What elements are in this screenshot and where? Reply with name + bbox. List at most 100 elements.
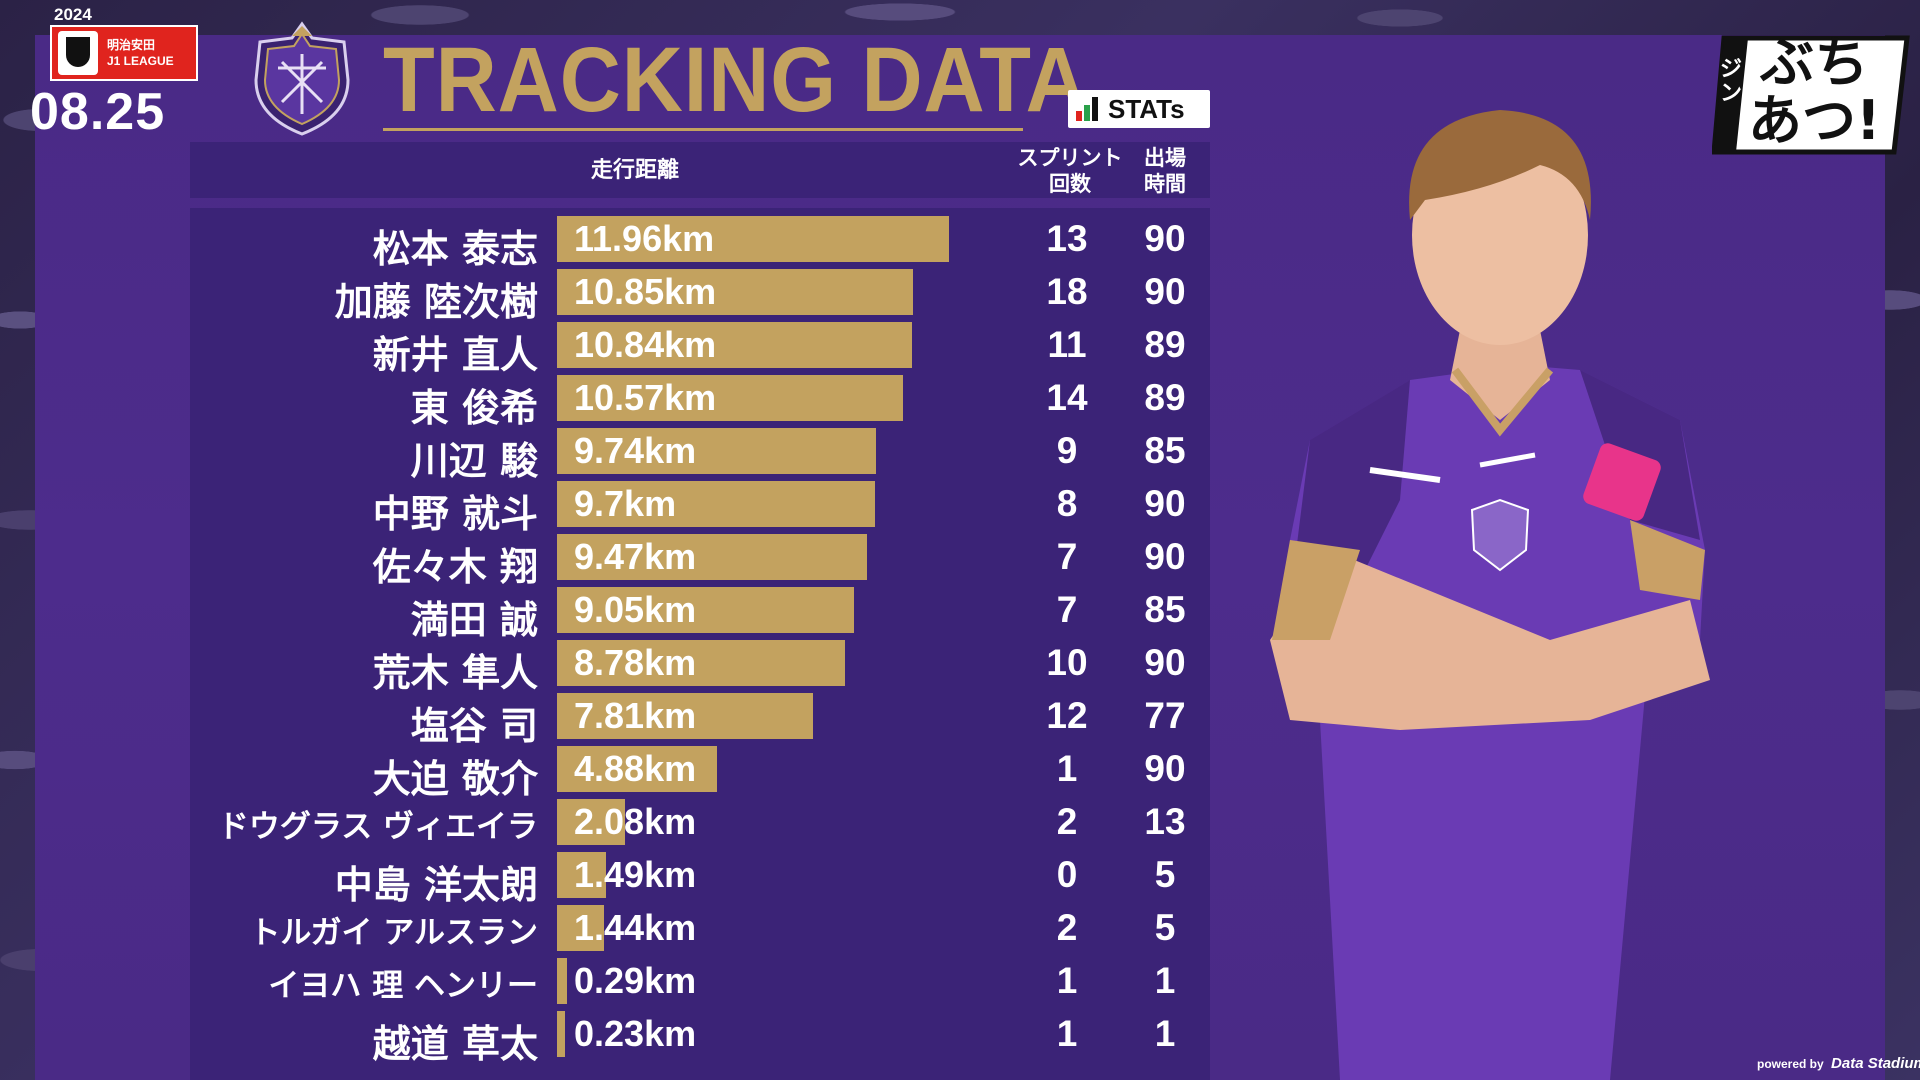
- stats-logo: STATs: [1068, 90, 1210, 128]
- distance-bar: [557, 269, 913, 315]
- distance-bar: [557, 640, 845, 686]
- distance-label: 10.84km: [574, 324, 717, 365]
- player-name: 中島 洋太朗: [334, 863, 538, 907]
- distance-bar: [557, 481, 875, 527]
- player-name: 新井 直人: [372, 333, 538, 377]
- sprint-count: 1: [1056, 1013, 1078, 1054]
- sprint-count: 7: [1056, 589, 1078, 630]
- player-name: イヨハ 理 ヘンリー: [268, 968, 538, 1004]
- distance-label: 10.85km: [574, 271, 717, 312]
- distance-label: 0.29km: [574, 960, 697, 1001]
- player-name: 中野 就斗: [372, 492, 538, 536]
- sprint-count: 10: [1046, 642, 1088, 683]
- player-name: 荒木 隼人: [372, 651, 538, 695]
- minutes-played: 13: [1144, 801, 1186, 842]
- column-header-time-line2: 時間: [1144, 172, 1186, 196]
- title-underline: [383, 128, 1023, 131]
- sprint-count: 2: [1056, 801, 1078, 842]
- player-name: 川辺 駿: [410, 439, 538, 483]
- column-header-sprint-line2: 回数: [1049, 172, 1091, 196]
- distance-label: 4.88km: [574, 748, 697, 789]
- page-title: TRACKING DATA: [383, 29, 1088, 131]
- minutes-played: 1: [1154, 1013, 1176, 1054]
- minutes-played: 85: [1144, 430, 1186, 471]
- player-name: 満田 誠: [410, 598, 538, 642]
- column-header-sprint-line1: スプリント: [1017, 146, 1123, 170]
- sponsor-name: 明治安田: [107, 38, 156, 52]
- sprint-count: 9: [1056, 430, 1078, 471]
- player-name: トルガイ アルスラン: [249, 915, 538, 951]
- distance-bar: [557, 322, 913, 368]
- sprint-count: 7: [1056, 536, 1078, 577]
- sprint-count: 0: [1056, 854, 1078, 895]
- sprint-count: 1: [1056, 748, 1078, 789]
- player-name: 東 俊希: [410, 386, 538, 430]
- column-header-time-line1: 出場: [1144, 146, 1186, 170]
- jleague-badge: 2024 明治安田 J1 LEAGUE: [50, 5, 200, 81]
- distance-label: 9.7km: [574, 483, 677, 524]
- distance-bar: [557, 852, 606, 898]
- column-header-distance: 走行距離: [590, 158, 679, 183]
- league-name: J1 LEAGUE: [107, 54, 174, 68]
- stats-logo-text: STATs: [1108, 93, 1185, 124]
- distance-label: 10.57km: [574, 377, 717, 418]
- distance-bar: [557, 534, 868, 580]
- distance-bar: [557, 1011, 565, 1057]
- minutes-played: 77: [1144, 695, 1186, 736]
- minutes-played: 85: [1144, 589, 1186, 630]
- distance-bar: [557, 216, 949, 262]
- player-name: 加藤 陸次樹: [334, 280, 538, 324]
- sprint-count: 1: [1056, 960, 1078, 1001]
- season-year: 2024: [54, 5, 92, 24]
- distance-label: 9.74km: [574, 430, 697, 471]
- distance-bar: [557, 746, 717, 792]
- sprint-count: 12: [1046, 695, 1088, 736]
- distance-bar: [557, 905, 605, 951]
- distance-bar: [557, 587, 854, 633]
- table-header: [190, 142, 1210, 198]
- logo-text-line1: ぶち: [1760, 31, 1869, 94]
- distance-bar: [557, 693, 813, 739]
- minutes-played: 90: [1144, 483, 1186, 524]
- distance-label: 9.47km: [574, 536, 697, 577]
- sprint-count: 2: [1056, 907, 1078, 948]
- minutes-played: 90: [1144, 218, 1186, 259]
- player-name: 大迫 敬介: [372, 757, 538, 801]
- distance-label: 11.96km: [574, 218, 715, 259]
- club-crest-icon: [254, 21, 350, 136]
- distance-label: 7.81km: [574, 695, 697, 736]
- distance-bar: [557, 799, 626, 845]
- player-name: 塩谷 司: [410, 704, 538, 748]
- player-name: 松本 泰志: [372, 227, 538, 271]
- sprint-count: 14: [1046, 377, 1088, 418]
- sprint-count: 8: [1056, 483, 1078, 524]
- minutes-played: 90: [1144, 271, 1186, 312]
- sprint-count: 18: [1046, 271, 1088, 312]
- logo-text-line2: あつ!: [1748, 89, 1881, 152]
- minutes-played: 5: [1154, 907, 1176, 948]
- powered-prefix: powered by: [1757, 1057, 1824, 1071]
- powered-by: powered by Data Stadium: [1757, 1055, 1920, 1072]
- data-stadium-logo: Data Stadium: [1831, 1055, 1920, 1072]
- player-photo: [1270, 110, 1710, 1080]
- jleague-mark-icon: [58, 31, 98, 75]
- logo-side-text: ジン: [1719, 57, 1742, 106]
- distance-label: 1.49km: [574, 854, 697, 895]
- minutes-played: 5: [1154, 854, 1176, 895]
- distance-label: 0.23km: [574, 1013, 697, 1054]
- player-name: ドウグラス ヴィエイラ: [217, 809, 538, 845]
- distance-label: 2.08km: [574, 801, 697, 842]
- minutes-played: 90: [1144, 642, 1186, 683]
- distance-bar: [557, 428, 877, 474]
- minutes-played: 90: [1144, 536, 1186, 577]
- buchiatsu-logo: [1712, 35, 1910, 155]
- sprint-count: 11: [1047, 324, 1087, 365]
- distance-bar: [557, 958, 567, 1004]
- distance-label: 9.05km: [574, 589, 697, 630]
- jleague-logo: 明治安田 J1 LEAGUE: [50, 25, 198, 81]
- minutes-played: 90: [1144, 748, 1186, 789]
- minutes-played: 89: [1144, 377, 1186, 418]
- player-name: 越道 草太: [372, 1022, 538, 1066]
- player-name: 佐々木 翔: [372, 545, 538, 589]
- sprint-count: 13: [1046, 218, 1088, 259]
